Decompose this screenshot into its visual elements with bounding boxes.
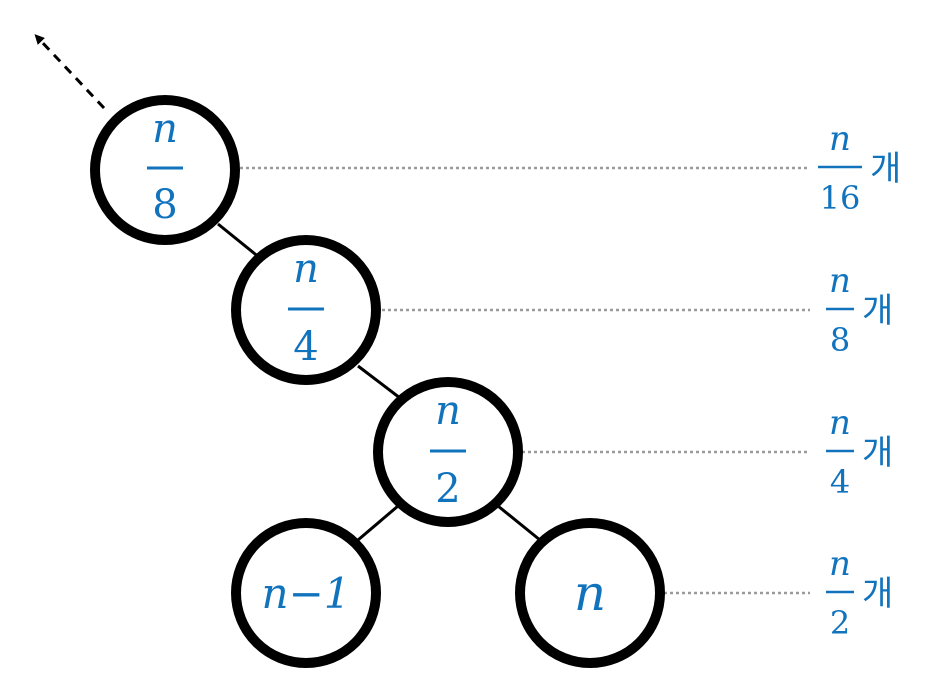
level-label-2: n 8 개 (826, 261, 893, 359)
level-3-numerator: n (829, 403, 851, 443)
level-1-numerator: n (829, 119, 851, 159)
level-2-unit: 개 (862, 291, 893, 331)
edge-n2-n (497, 504, 541, 542)
level-2-numerator: n (829, 261, 851, 301)
node-n-over-2: n 2 (373, 377, 523, 527)
level-4-unit: 개 (862, 574, 893, 614)
level-3-denominator: 4 (830, 463, 850, 501)
node-n: n (515, 518, 665, 668)
level-1-unit: 개 (870, 149, 901, 189)
node-n-over-8: n 8 (90, 95, 240, 245)
node-n4-numerator: n (293, 246, 319, 292)
node-n2-denominator: 2 (435, 466, 460, 512)
edge-n4-n2 (357, 364, 401, 400)
up-arrow (34, 34, 106, 110)
level-label-3: n 4 개 (826, 403, 893, 501)
level-4-denominator: 2 (830, 604, 850, 642)
node-n4-denominator: 4 (293, 324, 318, 370)
level-label-4: n 2 개 (826, 544, 893, 642)
edge-n2-nminus1 (357, 504, 399, 542)
node-n2-numerator: n (435, 388, 461, 434)
level-4-numerator: n (829, 544, 851, 584)
node-n-over-4: n 4 (231, 235, 381, 385)
level-2-denominator: 8 (830, 321, 850, 359)
node-nminus1-label: n−1 (262, 569, 351, 618)
node-n-label: n (574, 564, 606, 622)
level-1-denominator: 16 (820, 179, 861, 217)
level-3-unit: 개 (862, 433, 893, 473)
edge-n8-n4 (217, 222, 261, 260)
node-n-minus-1: n−1 (231, 518, 381, 668)
node-n8-denominator: 8 (152, 182, 177, 228)
node-n8-numerator: n (152, 106, 178, 152)
level-label-1: n 16 개 (818, 119, 901, 217)
